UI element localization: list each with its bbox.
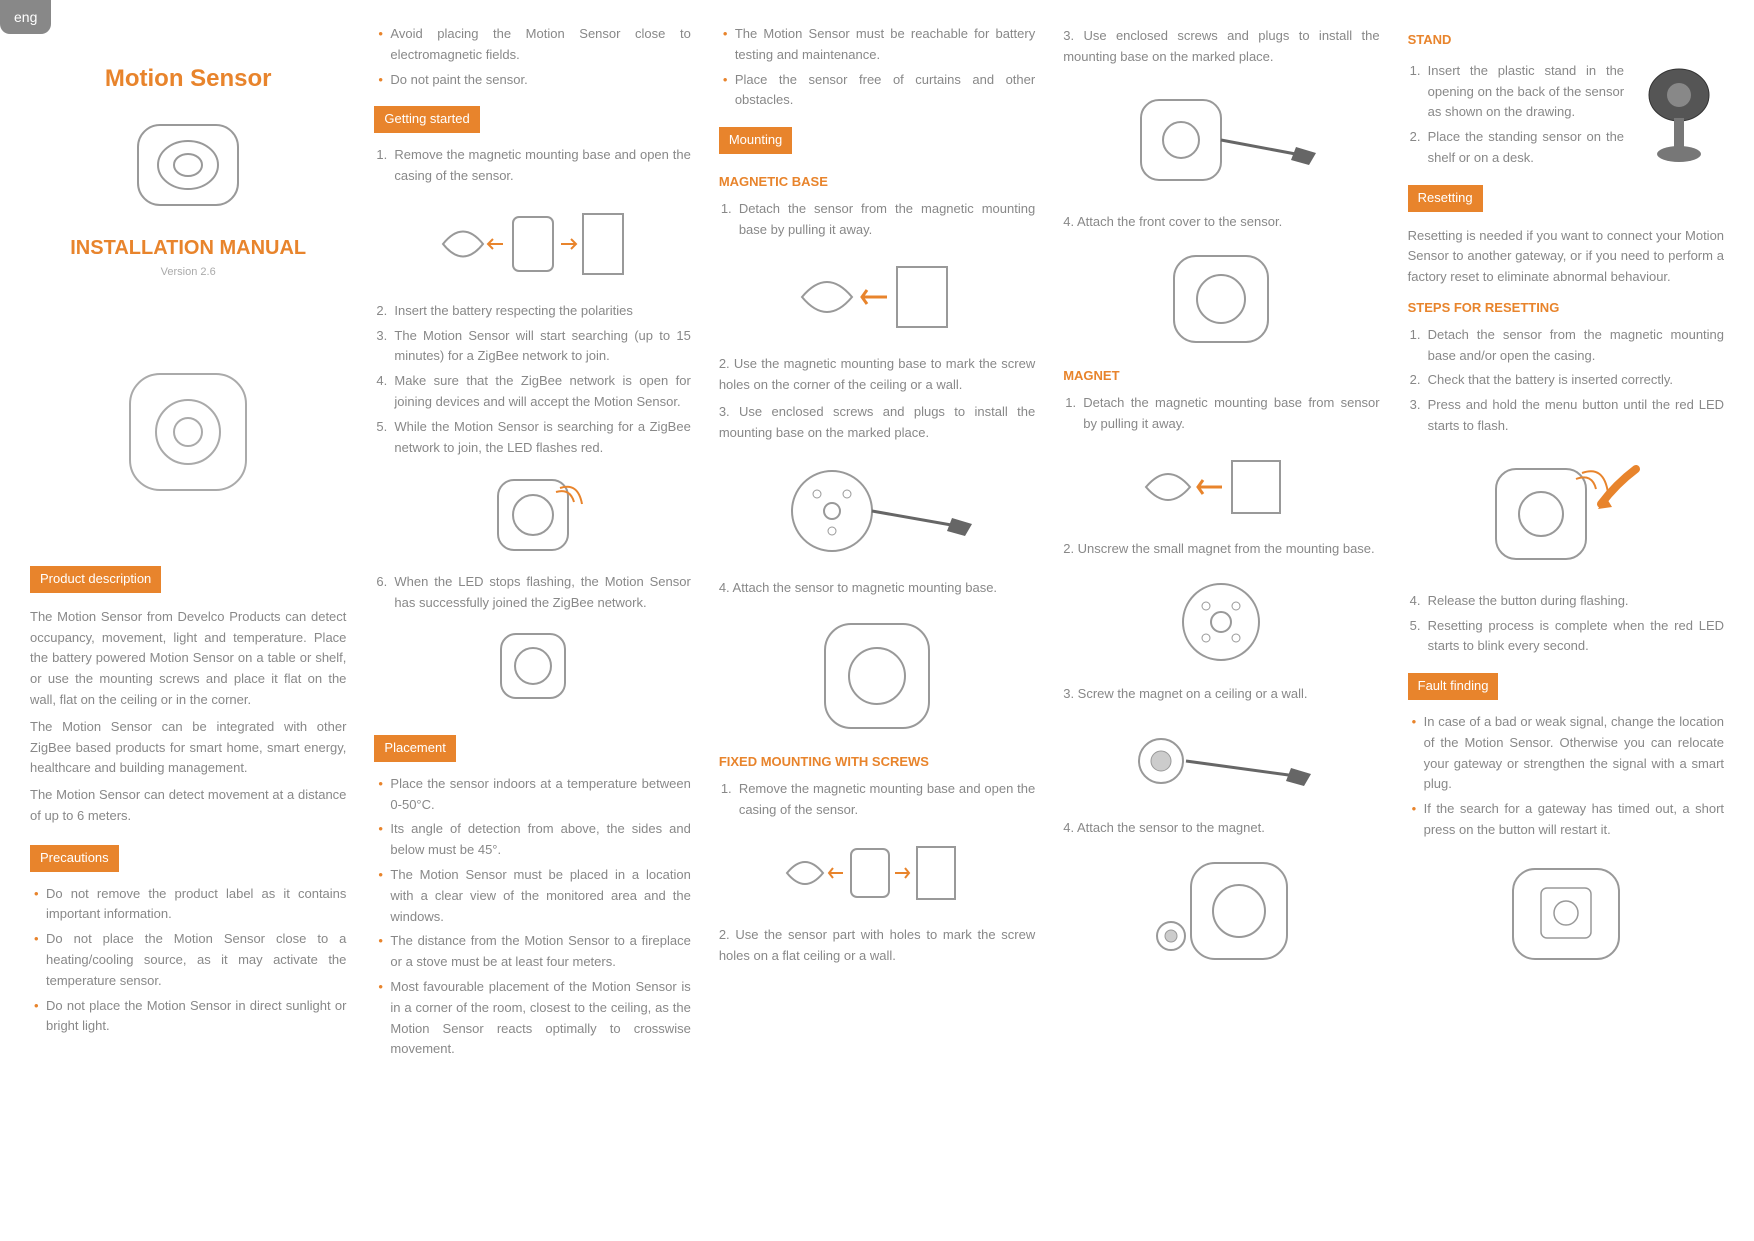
- fm-step: Remove the magnetic mounting base and op…: [719, 779, 1035, 821]
- reset-step: Press and hold the menu button until the…: [1408, 395, 1724, 437]
- gs-step: When the LED stops flashing, the Motion …: [374, 572, 690, 614]
- precaution-item: Do not place the Motion Sensor in direct…: [30, 996, 346, 1038]
- magnetic-base-subhead: MAGNETIC BASE: [719, 172, 1035, 193]
- mounting-header: Mounting: [719, 127, 792, 154]
- product-desc-p2: The Motion Sensor can be integrated with…: [30, 717, 346, 779]
- getting-started-list: Remove the magnetic mounting base and op…: [374, 145, 690, 187]
- product-desc-p3: The Motion Sensor can detect movement at…: [30, 785, 346, 827]
- resetting-desc: Resetting is needed if you want to conne…: [1408, 226, 1724, 288]
- gs-step: The Motion Sensor will start searching (…: [374, 326, 690, 368]
- reset-step: Resetting process is complete when the r…: [1408, 616, 1724, 658]
- bullet-item: Do not paint the sensor.: [374, 70, 690, 91]
- precautions-header: Precautions: [30, 845, 119, 872]
- magnet-step2: 2. Unscrew the small magnet from the mou…: [1063, 539, 1379, 560]
- placement-item: The distance from the Motion Sensor to a…: [374, 931, 690, 973]
- getting-started-header: Getting started: [374, 106, 479, 133]
- magnetic-base-steps: Detach the sensor from the magnetic moun…: [719, 199, 1035, 241]
- col2-top-bullets: Avoid placing the Motion Sensor close to…: [374, 24, 690, 90]
- stand-step: Place the standing sensor on the shelf o…: [1408, 127, 1624, 169]
- column-2: Avoid placing the Motion Sensor close to…: [374, 20, 690, 1064]
- resetting-steps: Detach the sensor from the magnetic moun…: [1408, 325, 1724, 437]
- bullet-item: Place the sensor free of curtains and ot…: [719, 70, 1035, 112]
- attach-sensor-figure: [719, 610, 1035, 740]
- gs-step: Make sure that the ZigBee network is ope…: [374, 371, 690, 413]
- fixed-mounting-subhead: FIXED MOUNTING WITH SCREWS: [719, 752, 1035, 773]
- joined-figure: [374, 626, 690, 711]
- fm-step2: 2. Use the sensor part with holes to mar…: [719, 925, 1035, 967]
- col4-p4: 4. Attach the front cover to the sensor.: [1063, 212, 1379, 233]
- getting-started-list-2: Insert the battery respecting the polari…: [374, 301, 690, 459]
- unscrew-magnet-figure: [1063, 572, 1379, 672]
- fault-finding-header: Fault finding: [1408, 673, 1499, 700]
- placement-item: Its angle of detection from above, the s…: [374, 819, 690, 861]
- reset-step: Detach the sensor from the magnetic moun…: [1408, 325, 1724, 367]
- install-manual-title: INSTALLATION MANUAL: [30, 232, 346, 264]
- open-casing-figure: [374, 199, 690, 289]
- stand-figure: [1634, 57, 1724, 173]
- fault-list: In case of a bad or weak signal, change …: [1408, 712, 1724, 841]
- mb-step4: 4. Attach the sensor to magnetic mountin…: [719, 578, 1035, 599]
- stand-subhead: STAND: [1408, 30, 1724, 51]
- precaution-item: Do not place the Motion Sensor close to …: [30, 929, 346, 991]
- bullet-item: The Motion Sensor must be reachable for …: [719, 24, 1035, 66]
- hero-sensor-figure: [30, 110, 346, 220]
- screws-plugs-figure: [1063, 80, 1379, 200]
- gs-step: While the Motion Sensor is searching for…: [374, 417, 690, 459]
- magnet-step: Detach the magnetic mounting base from s…: [1063, 393, 1379, 435]
- sensor-front-figure: [30, 362, 346, 502]
- product-title: Motion Sensor: [30, 60, 346, 98]
- fixed-open-figure: [719, 833, 1035, 913]
- fixed-mounting-steps: Remove the magnetic mounting base and op…: [719, 779, 1035, 821]
- col4-top: 3. Use enclosed screws and plugs to inst…: [1063, 26, 1379, 68]
- fault-item: In case of a bad or weak signal, change …: [1408, 712, 1724, 795]
- placement-item: The Motion Sensor must be placed in a lo…: [374, 865, 690, 927]
- fault-sensor-figure: [1408, 853, 1724, 973]
- resetting-steps-2: Release the button during flashing. Rese…: [1408, 591, 1724, 657]
- gs-step: Remove the magnetic mounting base and op…: [374, 145, 690, 187]
- col3-top-bullets: The Motion Sensor must be reachable for …: [719, 24, 1035, 111]
- column-1: Motion Sensor INSTALLATION MANUAL Versio…: [30, 20, 346, 1064]
- column-3: The Motion Sensor must be reachable for …: [719, 20, 1035, 1064]
- placement-item: Place the sensor indoors at a temperatur…: [374, 774, 690, 816]
- precaution-item: Do not remove the product label as it co…: [30, 884, 346, 926]
- reset-step: Release the button during flashing.: [1408, 591, 1724, 612]
- column-4: 3. Use enclosed screws and plugs to inst…: [1063, 20, 1379, 1064]
- stand-steps: Insert the plastic stand in the opening …: [1408, 61, 1624, 169]
- product-description-header: Product description: [30, 566, 161, 593]
- detach-figure: [719, 252, 1035, 342]
- placement-header: Placement: [374, 735, 455, 762]
- resetting-header: Resetting: [1408, 185, 1483, 212]
- led-flash-figure: [374, 470, 690, 560]
- magnet-detach-figure: [1063, 447, 1379, 527]
- magnet-step3: 3. Screw the magnet on a ceiling or a wa…: [1063, 684, 1379, 705]
- language-badge: eng: [0, 0, 51, 34]
- getting-started-list-3: When the LED stops flashing, the Motion …: [374, 572, 690, 614]
- reset-step: Check that the battery is inserted corre…: [1408, 370, 1724, 391]
- stand-step: Insert the plastic stand in the opening …: [1408, 61, 1624, 123]
- attach-to-magnet-figure: [1063, 851, 1379, 971]
- gs-step: Insert the battery respecting the polari…: [374, 301, 690, 322]
- screw-install-figure: [719, 456, 1035, 566]
- bullet-item: Avoid placing the Motion Sensor close to…: [374, 24, 690, 66]
- reset-press-figure: [1408, 449, 1724, 579]
- screw-magnet-wall-figure: [1063, 716, 1379, 806]
- version-text: Version 2.6: [30, 264, 346, 282]
- precautions-list: Do not remove the product label as it co…: [30, 884, 346, 1038]
- attach-cover-figure: [1063, 244, 1379, 354]
- mb-step: Detach the sensor from the magnetic moun…: [719, 199, 1035, 241]
- placement-list: Place the sensor indoors at a temperatur…: [374, 774, 690, 1060]
- mb-step3: 3. Use enclosed screws and plugs to inst…: [719, 402, 1035, 444]
- magnet-subhead: MAGNET: [1063, 366, 1379, 387]
- page-columns: Motion Sensor INSTALLATION MANUAL Versio…: [30, 20, 1724, 1064]
- column-5: STAND Insert the plastic stand in the op…: [1408, 20, 1724, 1064]
- placement-item: Most favourable placement of the Motion …: [374, 977, 690, 1060]
- magnet-steps: Detach the magnetic mounting base from s…: [1063, 393, 1379, 435]
- steps-resetting-subhead: STEPS FOR RESETTING: [1408, 298, 1724, 319]
- mb-step2: 2. Use the magnetic mounting base to mar…: [719, 354, 1035, 396]
- fault-item: If the search for a gateway has timed ou…: [1408, 799, 1724, 841]
- product-desc-p1: The Motion Sensor from Develco Products …: [30, 607, 346, 711]
- magnet-step4: 4. Attach the sensor to the magnet.: [1063, 818, 1379, 839]
